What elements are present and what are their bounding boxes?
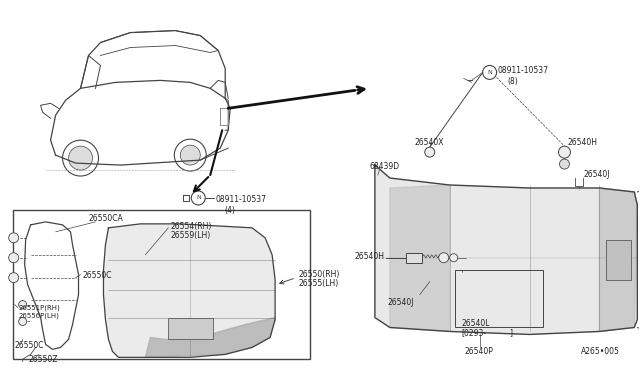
Bar (13, 210, 310, 359)
Text: N: N (487, 70, 492, 75)
Text: 26554(RH): 26554(RH) (170, 222, 212, 231)
Text: 26550Z: 26550Z (29, 355, 58, 364)
Polygon shape (375, 165, 637, 334)
Text: 26555(LH): 26555(LH) (298, 279, 339, 288)
Bar (606, 240, 631, 280)
Circle shape (9, 233, 19, 243)
Bar (454, 270, 543, 327)
Text: 26540J: 26540J (388, 298, 414, 307)
Text: 26559(LH): 26559(LH) (170, 231, 211, 240)
Text: 68439D: 68439D (370, 162, 400, 171)
Text: ]: ] (509, 328, 513, 337)
Circle shape (9, 273, 19, 283)
Bar (406, 253, 422, 263)
Circle shape (68, 146, 93, 170)
Circle shape (450, 254, 458, 262)
Text: 26550(RH): 26550(RH) (298, 270, 339, 279)
Text: 26551P(RH): 26551P(RH) (19, 305, 60, 311)
Circle shape (19, 301, 27, 308)
Text: 26540X: 26540X (415, 138, 444, 147)
Text: 26540H: 26540H (568, 138, 598, 147)
Polygon shape (390, 185, 450, 331)
Text: 26550CA: 26550CA (88, 214, 124, 223)
Text: 26550C: 26550C (83, 271, 112, 280)
Text: 08911-10537: 08911-10537 (215, 195, 266, 204)
Text: [0293-: [0293- (461, 328, 487, 337)
Text: 26550C: 26550C (15, 341, 44, 350)
Text: (8): (8) (508, 77, 518, 86)
Circle shape (559, 146, 570, 158)
Text: 26540J: 26540J (584, 170, 610, 179)
Circle shape (559, 159, 570, 169)
Text: A265•005: A265•005 (581, 347, 620, 356)
Polygon shape (600, 188, 637, 331)
Circle shape (180, 145, 200, 165)
Circle shape (439, 253, 449, 263)
Circle shape (425, 147, 435, 157)
Bar (168, 318, 213, 339)
Text: 26540H: 26540H (355, 252, 385, 261)
Text: 26540L: 26540L (461, 320, 490, 328)
Text: 26540P: 26540P (465, 347, 493, 356)
Text: 08911-10537: 08911-10537 (498, 67, 548, 76)
Circle shape (9, 253, 19, 263)
Polygon shape (145, 318, 275, 357)
Text: (4): (4) (224, 206, 235, 215)
Text: 26556P(LH): 26556P(LH) (19, 312, 60, 319)
Polygon shape (104, 224, 275, 357)
Circle shape (19, 318, 27, 326)
Text: N: N (196, 195, 200, 201)
